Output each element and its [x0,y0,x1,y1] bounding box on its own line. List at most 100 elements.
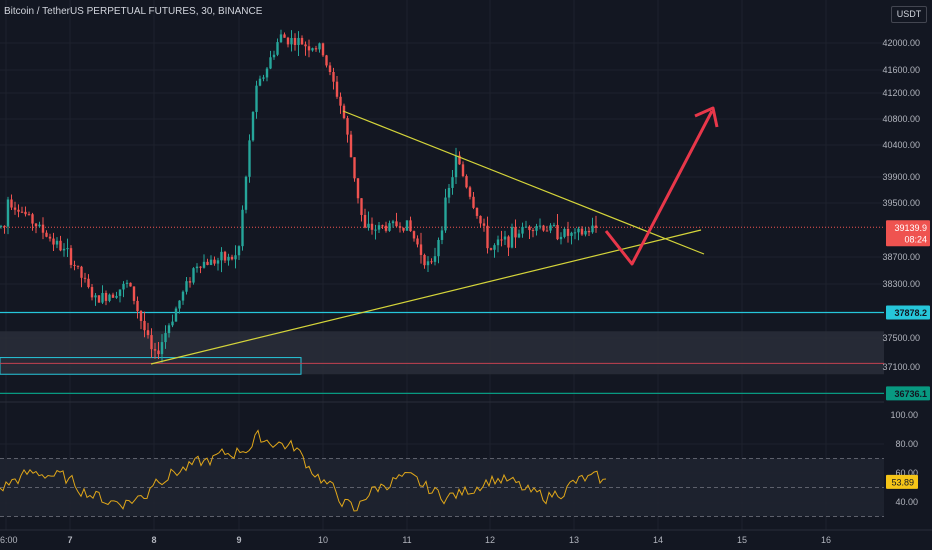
candle-body [444,197,447,231]
candle-body [493,245,496,250]
candle-body [55,240,59,245]
candle-body [367,223,370,228]
price-level-label: 37878.2 [894,308,927,318]
candle-body [192,268,195,283]
candle-body [346,118,349,135]
candle-body [255,85,258,112]
candle-body [447,187,451,198]
candle-body [332,72,335,82]
candle-body [174,308,178,322]
candle-body [244,176,248,210]
candle-body [318,43,321,50]
candle-body [384,225,388,231]
projection-arrow [604,110,714,266]
candle-body [423,254,426,266]
price-axis[interactable]: 42000.00 41600.00 41200.00 40800.00 40400.00… [882,0,932,550]
candle-body [311,48,314,51]
rsi-tick-label: 80.00 [895,439,918,449]
candle-body [262,77,265,79]
candle-body [398,226,402,228]
candle-body [437,239,440,257]
price-axis-bg [884,0,932,550]
candle-body [227,256,230,261]
candle-body [454,155,458,178]
candle-body [503,236,507,240]
candle-body [458,155,461,165]
rsi-value-badge [886,474,918,489]
candle-body [297,37,300,45]
candle-body [237,246,241,256]
candle-body [220,251,223,261]
time-tick-label: 7 [67,535,72,545]
candle-body [41,224,45,233]
candle-body [139,311,143,321]
candle-body [66,248,69,250]
candle-body [6,199,10,227]
grid [0,0,884,530]
candle-body [391,221,395,224]
time-tick-label: 9 [236,535,241,545]
countdown-label: 08:24 [904,234,927,244]
candle-body [440,230,444,240]
candle-body [528,226,531,231]
candle-body [325,55,328,66]
candle-body [87,278,90,288]
candle-body [335,81,339,97]
candle-body [559,236,563,240]
candle-body [69,248,73,265]
rsi-tick-label: 40.00 [895,497,918,507]
price-tick-label: 39900.00 [882,172,920,182]
candle-body [430,261,433,263]
price-tick-label: 40800.00 [882,114,920,124]
drawings [150,106,719,365]
rsi-pane [0,429,884,517]
candle-body [20,211,24,213]
candle-body [402,227,405,231]
currency-label[interactable]: USDT [891,6,927,23]
candle-body [507,236,510,248]
rsi-line [0,429,607,512]
projection-arrowhead [694,106,719,128]
candle-body [517,233,521,238]
candle-body [566,228,570,236]
candle-body [451,177,454,188]
time-axis[interactable]: 6:00 7 8 9 10 11 12 13 14 15 16 [0,529,932,545]
last-price-label: 39139.9 [894,223,927,233]
candle-body [230,256,234,260]
time-tick-label: 6:00 [0,535,18,545]
price-tick-label: 41200.00 [882,88,920,98]
candle-body [279,34,283,43]
candle-body [321,43,325,56]
candle-body [24,211,27,215]
candle-body [136,300,139,312]
price-level-label: 36736.1 [894,389,927,399]
candle-body [167,325,171,334]
candle-body [3,225,6,227]
candle-body [360,198,363,215]
candle-body [286,37,290,45]
candle-body [349,134,353,158]
candle-body [587,230,591,233]
candle-body [510,227,514,248]
descending-trendline [342,110,705,255]
candle-body [552,224,556,226]
candle-body [377,225,381,230]
price-tick-label: 37100.00 [882,362,920,372]
price-tick-label: 38700.00 [882,252,920,262]
candle-body [143,320,146,331]
candle-body [108,294,111,301]
candle-body [468,187,472,197]
candle-body [353,157,356,179]
candle-body [556,224,559,240]
price-tick-label: 40400.00 [882,140,920,150]
candle-body [573,232,577,234]
demand-box [0,357,302,375]
time-tick-label: 11 [402,535,411,545]
candle-body [202,261,206,268]
candle-body [157,350,160,355]
candle-body [251,111,255,141]
candle-body [535,226,538,231]
candle-body [241,209,244,247]
candle-body [38,224,41,227]
